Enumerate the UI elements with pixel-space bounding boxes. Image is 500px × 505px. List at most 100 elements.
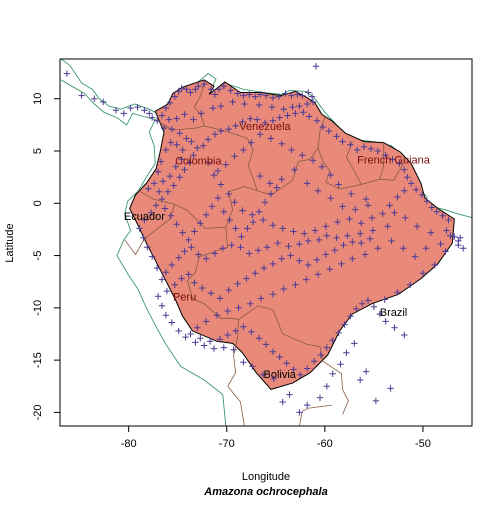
occurrence-point xyxy=(437,240,444,248)
occurrence-point xyxy=(232,225,239,232)
occurrence-point xyxy=(396,160,403,167)
occurrence-point xyxy=(159,178,167,185)
occurrence-point xyxy=(181,111,188,118)
occurrence-point xyxy=(256,131,264,138)
occurrence-point xyxy=(262,341,270,348)
occurrence-point xyxy=(299,92,306,99)
occurrence-point xyxy=(349,255,356,262)
country-label-french-guiana: French Guiana xyxy=(357,155,431,167)
occurrence-point xyxy=(216,336,224,343)
occurrence-point xyxy=(412,186,420,193)
occurrence-point xyxy=(175,327,182,335)
occurrence-point xyxy=(413,223,421,230)
occurrence-point xyxy=(195,251,202,258)
range-layer xyxy=(129,79,455,390)
occurrence-point xyxy=(162,269,170,276)
occurrence-point xyxy=(208,203,216,210)
occurrence-point xyxy=(364,202,372,209)
occurrence-point xyxy=(183,86,190,93)
occurrence-point xyxy=(255,208,263,215)
occurrence-point xyxy=(372,397,380,405)
occurrence-points-layer xyxy=(63,63,467,416)
occurrence-point xyxy=(276,114,283,121)
x-axis: -80 -70 -60 -50 xyxy=(121,425,431,450)
occurrence-point xyxy=(204,159,212,166)
occurrence-point xyxy=(175,254,182,261)
occurrence-point xyxy=(173,141,180,148)
occurrence-point xyxy=(91,95,98,102)
occurrence-point xyxy=(267,135,275,142)
occurrence-point xyxy=(286,391,293,398)
occurrence-point xyxy=(232,327,239,335)
occurrence-point xyxy=(182,333,189,341)
occurrence-point xyxy=(178,275,185,282)
occurrence-point xyxy=(362,368,370,375)
occurrence-point xyxy=(283,360,290,367)
occurrence-point xyxy=(304,365,311,372)
occurrence-point xyxy=(235,304,242,311)
x-tick-label: -70 xyxy=(219,438,235,450)
occurrence-point xyxy=(327,171,334,179)
occurrence-point xyxy=(287,252,294,259)
occurrence-point xyxy=(191,279,198,286)
y-tick-label: -15 xyxy=(32,352,44,368)
occurrence-point xyxy=(303,276,310,283)
occurrence-point xyxy=(339,203,346,210)
occurrence-point xyxy=(401,187,408,194)
y-tick-label: -5 xyxy=(32,251,44,261)
occurrence-point xyxy=(255,335,263,342)
occurrence-point xyxy=(314,187,322,194)
occurrence-point xyxy=(224,331,231,339)
occurrence-point xyxy=(201,80,208,88)
occurrence-point xyxy=(214,194,222,202)
occurrence-point xyxy=(220,208,227,215)
occurrence-point xyxy=(225,125,232,133)
occurrence-point xyxy=(291,166,298,173)
occurrence-point xyxy=(282,90,289,97)
occurrence-point xyxy=(288,146,295,154)
occurrence-point xyxy=(238,233,245,240)
occurrence-point xyxy=(255,247,262,254)
occurrence-point xyxy=(219,245,226,252)
occurrence-point xyxy=(374,245,381,252)
occurrence-point xyxy=(199,284,206,292)
occurrence-point xyxy=(316,394,324,401)
occurrence-point xyxy=(198,110,205,117)
occurrence-point xyxy=(228,241,235,249)
occurrence-point xyxy=(234,280,241,287)
occurrence-point xyxy=(325,127,332,135)
occurrence-point xyxy=(210,171,218,179)
occurrence-point xyxy=(166,172,174,180)
occurrence-point xyxy=(100,98,107,106)
occurrence-point xyxy=(191,228,198,235)
occurrence-point xyxy=(157,158,165,165)
occurrence-point xyxy=(445,216,452,224)
occurrence-point xyxy=(311,227,319,234)
y-tick-label: -20 xyxy=(32,404,44,420)
occurrence-point xyxy=(211,250,219,257)
occurrence-point xyxy=(246,91,253,98)
occurrence-point xyxy=(259,371,267,378)
occurrence-point xyxy=(418,191,426,199)
occurrence-point xyxy=(407,281,414,288)
occurrence-point xyxy=(294,91,301,98)
occurrence-point xyxy=(304,180,311,187)
occurrence-point xyxy=(358,300,366,307)
species-range-polygon xyxy=(129,79,455,390)
occurrence-point xyxy=(296,102,303,110)
occurrence-point xyxy=(204,136,212,143)
occurrence-point xyxy=(165,116,173,123)
occurrence-point xyxy=(457,234,464,241)
occurrence-point xyxy=(167,212,174,219)
country-border-11 xyxy=(299,404,332,426)
occurrence-point xyxy=(269,291,277,298)
occurrence-point xyxy=(141,107,148,114)
occurrence-point xyxy=(149,114,156,121)
occurrence-point xyxy=(213,312,221,319)
occurrence-point xyxy=(249,211,256,218)
occurrence-point xyxy=(136,225,143,232)
occurrence-point xyxy=(391,324,398,331)
occurrence-point xyxy=(275,93,282,100)
occurrence-point xyxy=(140,234,147,241)
occurrence-point xyxy=(127,104,134,112)
